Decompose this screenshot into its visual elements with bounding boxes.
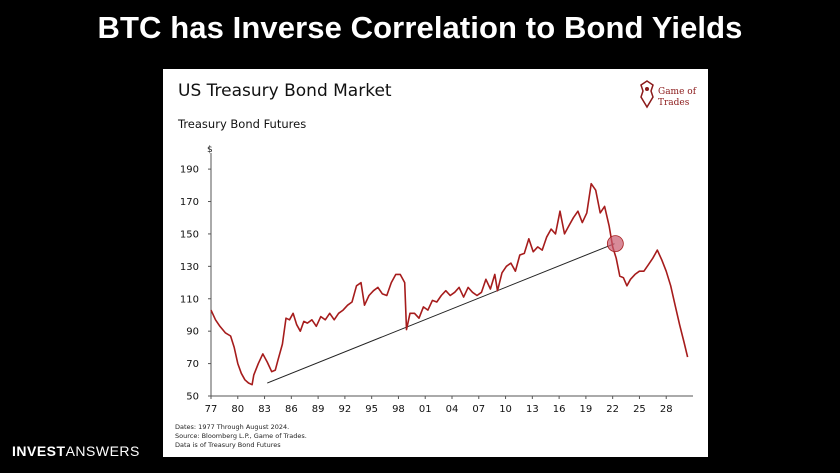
x-tick-label: 13	[526, 404, 539, 415]
game-of-trades-logo: Game of Trades	[638, 77, 700, 115]
chart-card: US Treasury Bond Market Treasury Bond Fu…	[163, 69, 708, 457]
x-tick-label: 92	[339, 404, 352, 415]
highlight-marker	[606, 235, 624, 253]
bond-futures-line	[210, 182, 689, 386]
x-tick-label: 89	[312, 404, 325, 415]
y-axis-label: $	[207, 145, 213, 155]
bond-futures-chart: $50 70 90 110 130 150 170 190 77 80 83 86 89 92 95 98 01…	[180, 145, 693, 415]
x-tick-label: 98	[392, 404, 405, 415]
chart-subtitle: Treasury Bond Futures	[178, 117, 307, 131]
y-tick-label: 150	[180, 229, 199, 240]
y-tick-label: 90	[186, 327, 199, 338]
y-tick-label: 70	[186, 359, 199, 370]
investanswers-brand: INVESTANSWERS	[12, 443, 140, 459]
trend-line	[267, 243, 615, 384]
note-dates: Dates: 1977 Through August 2024.	[175, 423, 290, 431]
y-tick-label: 190	[180, 165, 199, 176]
x-tick-label: 01	[419, 404, 432, 415]
note-source: Source: Bloomberg L.P., Game of Trades.	[175, 432, 307, 440]
brand-bold: INVEST	[12, 443, 66, 459]
x-tick-label: 25	[633, 404, 646, 415]
chart-title: US Treasury Bond Market	[178, 81, 392, 101]
x-tick-label: 86	[285, 404, 298, 415]
y-tick-label: 130	[180, 262, 199, 273]
x-tick-label: 28	[660, 404, 673, 415]
x-tick-label: 19	[580, 404, 593, 415]
bull-icon	[640, 80, 654, 109]
x-tick-label: 80	[231, 404, 244, 415]
x-tick-label: 07	[472, 404, 485, 415]
brand-light: ANSWERS	[65, 443, 140, 459]
y-tick-label: 110	[180, 294, 199, 305]
x-tick-label: 04	[446, 404, 459, 415]
chart-notes: Dates: 1977 Through August 2024. Source:…	[175, 423, 307, 450]
y-tick-label: 170	[180, 197, 199, 208]
x-tick-label: 83	[258, 404, 271, 415]
x-tick-label: 95	[365, 404, 378, 415]
slide-title: BTC has Inverse Correlation to Bond Yiel…	[97, 10, 743, 45]
logo-text-top: Game of	[658, 87, 697, 97]
y-tick-label: 50	[186, 392, 199, 403]
logo-text-bottom: Trades	[658, 98, 690, 108]
x-tick-label: 22	[606, 404, 619, 415]
note-data: Data is of Treasury Bond Futures	[175, 441, 281, 449]
x-tick-label: 77	[205, 404, 218, 415]
x-tick-label: 16	[553, 404, 566, 415]
x-tick-label: 10	[499, 404, 512, 415]
